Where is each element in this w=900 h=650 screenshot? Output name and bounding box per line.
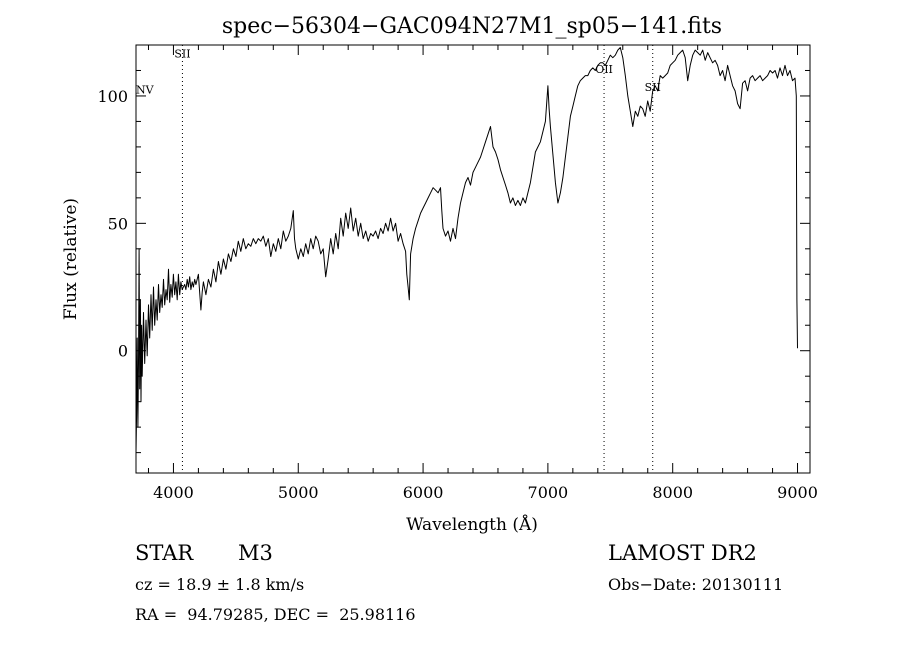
plot-frame	[135, 44, 811, 474]
spectral-line-label: NV	[136, 83, 155, 96]
x-tick-label: 4000	[153, 483, 194, 502]
spectral-line-label: SII	[174, 48, 190, 61]
ra-dec-coords: RA = 94.79285, DEC = 25.98116	[135, 605, 416, 624]
y-tick-label: 100	[97, 87, 128, 106]
x-tick-label: 8000	[652, 483, 693, 502]
redshift-cz: cz = 18.9 ± 1.8 km/s	[135, 575, 305, 594]
x-tick-label: 7000	[528, 483, 569, 502]
x-tick-label: 5000	[278, 483, 319, 502]
x-tick-label: 9000	[777, 483, 818, 502]
object-subclass: M3	[238, 541, 273, 565]
obs-date: Obs−Date: 20130111	[608, 575, 784, 594]
x-axis-label: Wavelength (Å)	[406, 514, 538, 535]
survey-name: LAMOST DR2	[608, 541, 757, 565]
spectral-line-label: OII	[595, 63, 613, 76]
y-tick-label: 50	[108, 214, 128, 233]
object-class: STAR	[135, 541, 194, 565]
x-tick-label: 6000	[403, 483, 444, 502]
y-tick-label: 0	[118, 342, 128, 361]
y-axis-label: Flux (relative)	[61, 198, 81, 320]
chart-title: spec−56304−GAC094N27M1_sp05−141.fits	[222, 14, 722, 39]
spectrum-line	[135, 47, 798, 453]
spectral-line-label: SII	[645, 81, 661, 94]
